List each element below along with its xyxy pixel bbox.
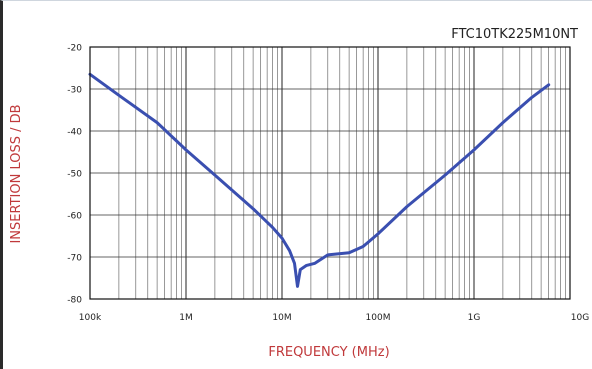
data-point — [293, 262, 296, 265]
data-point — [530, 96, 533, 99]
x-tick-label: 100M — [366, 313, 391, 323]
x-tick-labels: 100k 1M 10M 100M 1G 10G — [79, 313, 589, 323]
data-point — [305, 264, 308, 267]
data-point — [362, 245, 364, 248]
data-point — [156, 121, 159, 124]
chart-title: FTC10TK225M10NT — [451, 27, 578, 42]
data-point — [288, 249, 291, 252]
y-tick-label: -60 — [67, 212, 82, 222]
y-axis-title: INSERTION LOSS / DB — [9, 104, 24, 243]
data-point — [502, 121, 504, 124]
plot-border — [89, 46, 571, 300]
y-tick-label: -30 — [67, 86, 82, 96]
data-point — [406, 205, 408, 208]
data-point — [473, 149, 475, 151]
y-tick-label: -50 — [67, 170, 82, 180]
insertion-loss-curve — [88, 72, 551, 288]
x-tick-label: 1G — [468, 313, 481, 323]
data-point — [348, 251, 350, 254]
y-tick-label: -70 — [67, 254, 82, 264]
data-point — [377, 233, 379, 235]
data-point — [326, 254, 329, 256]
x-tick-label: 100k — [79, 313, 102, 323]
data-point — [214, 174, 216, 177]
data-point — [185, 149, 187, 151]
data-point — [281, 237, 283, 240]
y-tick-labels: -20 -30 -40 -50 -60 -70 -80 — [67, 44, 82, 306]
data-point — [296, 285, 299, 288]
y-tick-label: -20 — [67, 44, 82, 54]
data-point — [271, 226, 274, 229]
data-point — [118, 94, 120, 97]
data-point — [444, 174, 446, 177]
data-point — [299, 268, 302, 271]
series-layer — [88, 72, 551, 288]
data-point — [547, 83, 550, 86]
data-point — [314, 262, 316, 265]
x-axis-title: FREQUENCY (MHz) — [268, 345, 389, 360]
x-tick-label: 1M — [179, 313, 193, 323]
x-tick-label: 10M — [272, 313, 291, 323]
grid — [90, 47, 570, 299]
y-tick-label: -40 — [67, 128, 82, 138]
y-tick-label: -80 — [67, 296, 82, 306]
data-point — [252, 207, 255, 210]
x-tick-label: 10G — [571, 313, 589, 323]
